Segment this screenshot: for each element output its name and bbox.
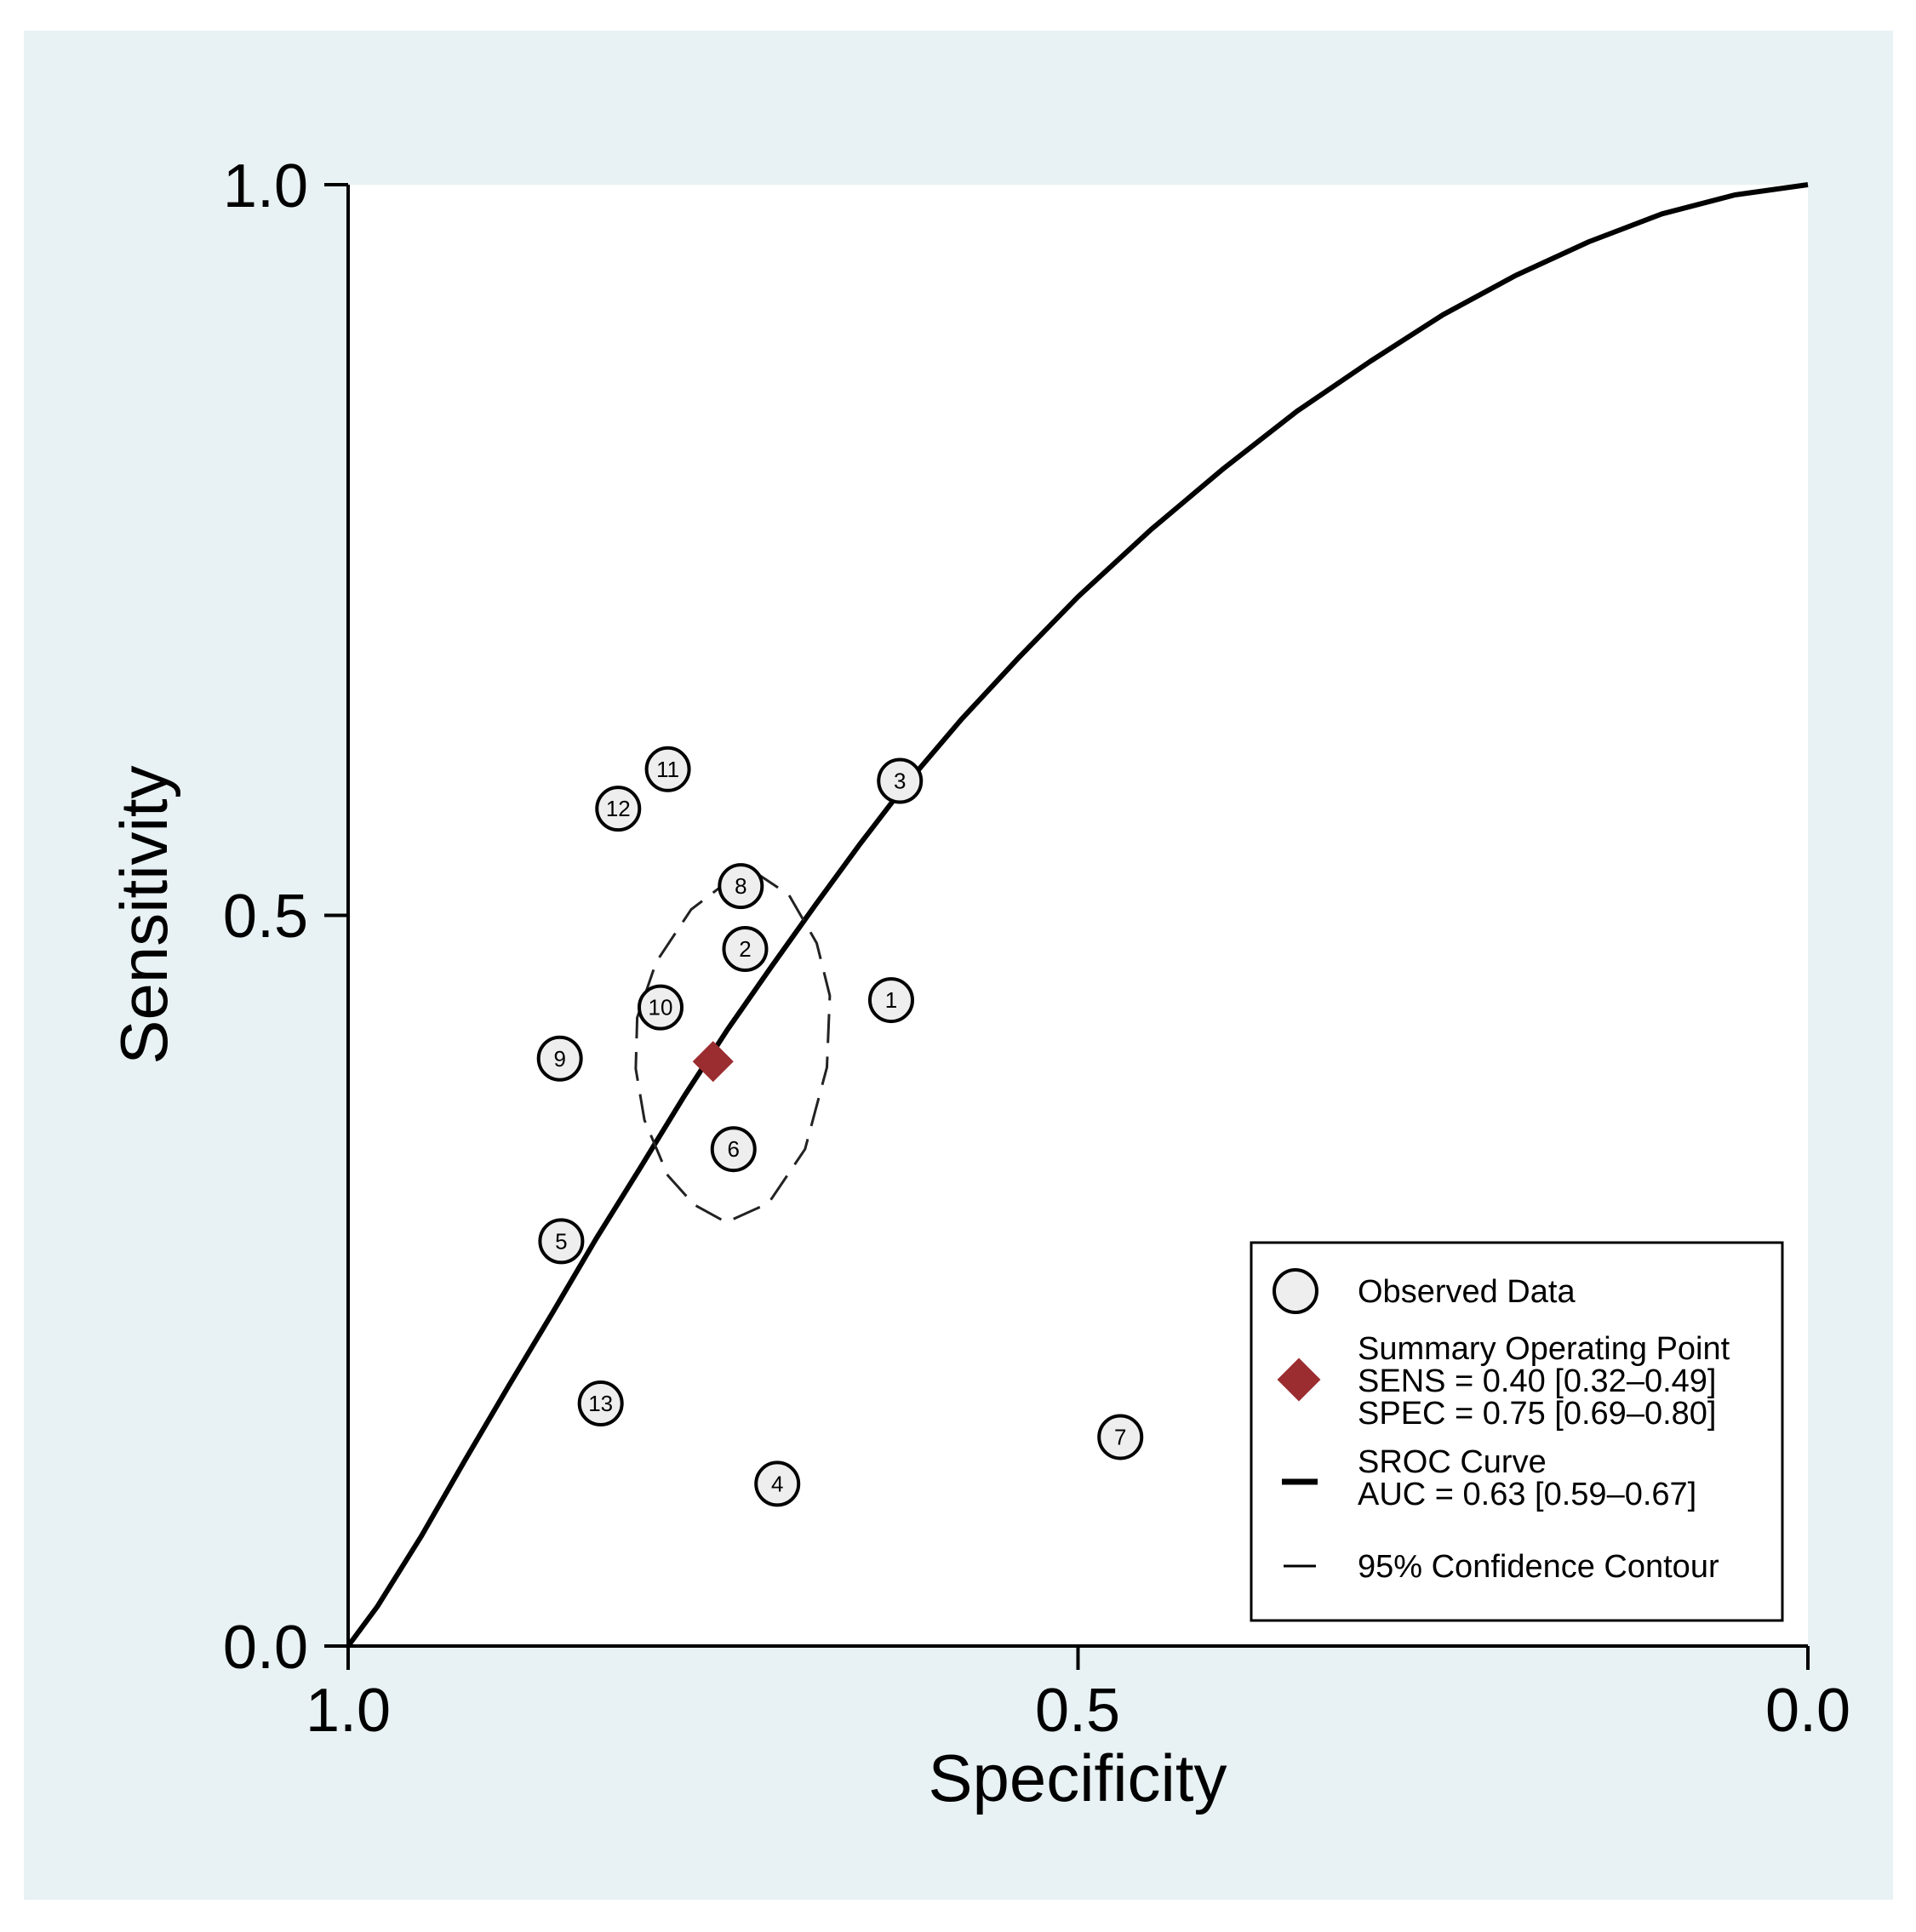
study-marker-13 [577, 1380, 624, 1426]
study-point-3: 3 [877, 757, 924, 804]
study-label-11: 11 [656, 757, 679, 782]
legend-contour-label: 95% Confidence Contour [1358, 1549, 1719, 1585]
legend-sens-label: SENS = 0.40 [0.32–0.49] [1358, 1363, 1716, 1399]
confidence-contour [634, 870, 832, 1224]
study-marker-4 [754, 1460, 801, 1507]
legend: Observed Data Summary Operating Point SE… [1250, 1241, 1784, 1622]
legend-summary-symbol [1277, 1358, 1321, 1402]
legend-auc-label: AUC = 0.63 [0.59–0.67] [1358, 1477, 1696, 1512]
study-point-12: 12 [595, 786, 642, 832]
study-label-1: 1 [885, 987, 897, 1013]
study-label-2: 2 [739, 936, 751, 962]
y-tick-label-1: 0.5 [223, 883, 308, 951]
study-label-4: 4 [771, 1471, 783, 1496]
study-marker-7 [1097, 1414, 1144, 1460]
study-marker-3 [877, 757, 924, 804]
study-label-7: 7 [1114, 1424, 1126, 1449]
study-marker-12 [595, 786, 642, 832]
legend-box [1250, 1241, 1784, 1622]
study-marker-2 [722, 925, 769, 972]
legend-observed-symbol [1273, 1268, 1318, 1314]
study-marker-9 [536, 1035, 583, 1082]
study-point-7: 7 [1097, 1414, 1144, 1460]
y-tick-label-2: 0.0 [223, 1614, 308, 1682]
x-axis-title: Specificity [928, 1741, 1227, 1815]
study-label-5: 5 [555, 1228, 567, 1254]
study-label-8: 8 [735, 873, 746, 899]
study-label-12: 12 [606, 796, 631, 821]
study-marker-1 [867, 977, 914, 1024]
study-marker-5 [538, 1218, 585, 1265]
legend-spec-label: SPEC = 0.75 [0.69–0.80] [1358, 1396, 1716, 1432]
study-marker-8 [718, 863, 764, 910]
study-point-1: 1 [867, 977, 914, 1024]
study-label-6: 6 [728, 1136, 740, 1162]
x-tick-label-1: 0.5 [1035, 1677, 1120, 1745]
study-point-13: 13 [577, 1380, 624, 1426]
study-label-10: 10 [649, 995, 673, 1020]
study-point-4: 4 [754, 1460, 801, 1507]
study-point-9: 9 [536, 1035, 583, 1082]
y-tick-label-0: 1.0 [223, 152, 308, 220]
study-marker-11 [644, 746, 691, 792]
study-point-2: 2 [722, 925, 769, 972]
x-tick-label-2: 0.0 [1765, 1677, 1850, 1745]
study-point-11: 11 [644, 746, 691, 792]
axes [324, 183, 1810, 1670]
study-point-10: 10 [638, 984, 684, 1031]
x-tick-label-0: 1.0 [306, 1677, 391, 1745]
study-label-9: 9 [553, 1046, 565, 1072]
legend-sroc-label: SROC Curve [1358, 1444, 1547, 1480]
study-point-6: 6 [710, 1126, 757, 1173]
study-marker-10 [638, 984, 684, 1031]
study-point-8: 8 [718, 863, 764, 910]
study-point-5: 5 [538, 1218, 585, 1265]
legend-summary-label: Summary Operating Point [1358, 1331, 1730, 1367]
legend-observed-label: Observed Data [1358, 1274, 1576, 1310]
study-label-13: 13 [588, 1391, 613, 1416]
study-marker-6 [710, 1126, 757, 1173]
y-axis-title: Sensitivity [106, 765, 181, 1064]
study-label-3: 3 [894, 769, 906, 794]
